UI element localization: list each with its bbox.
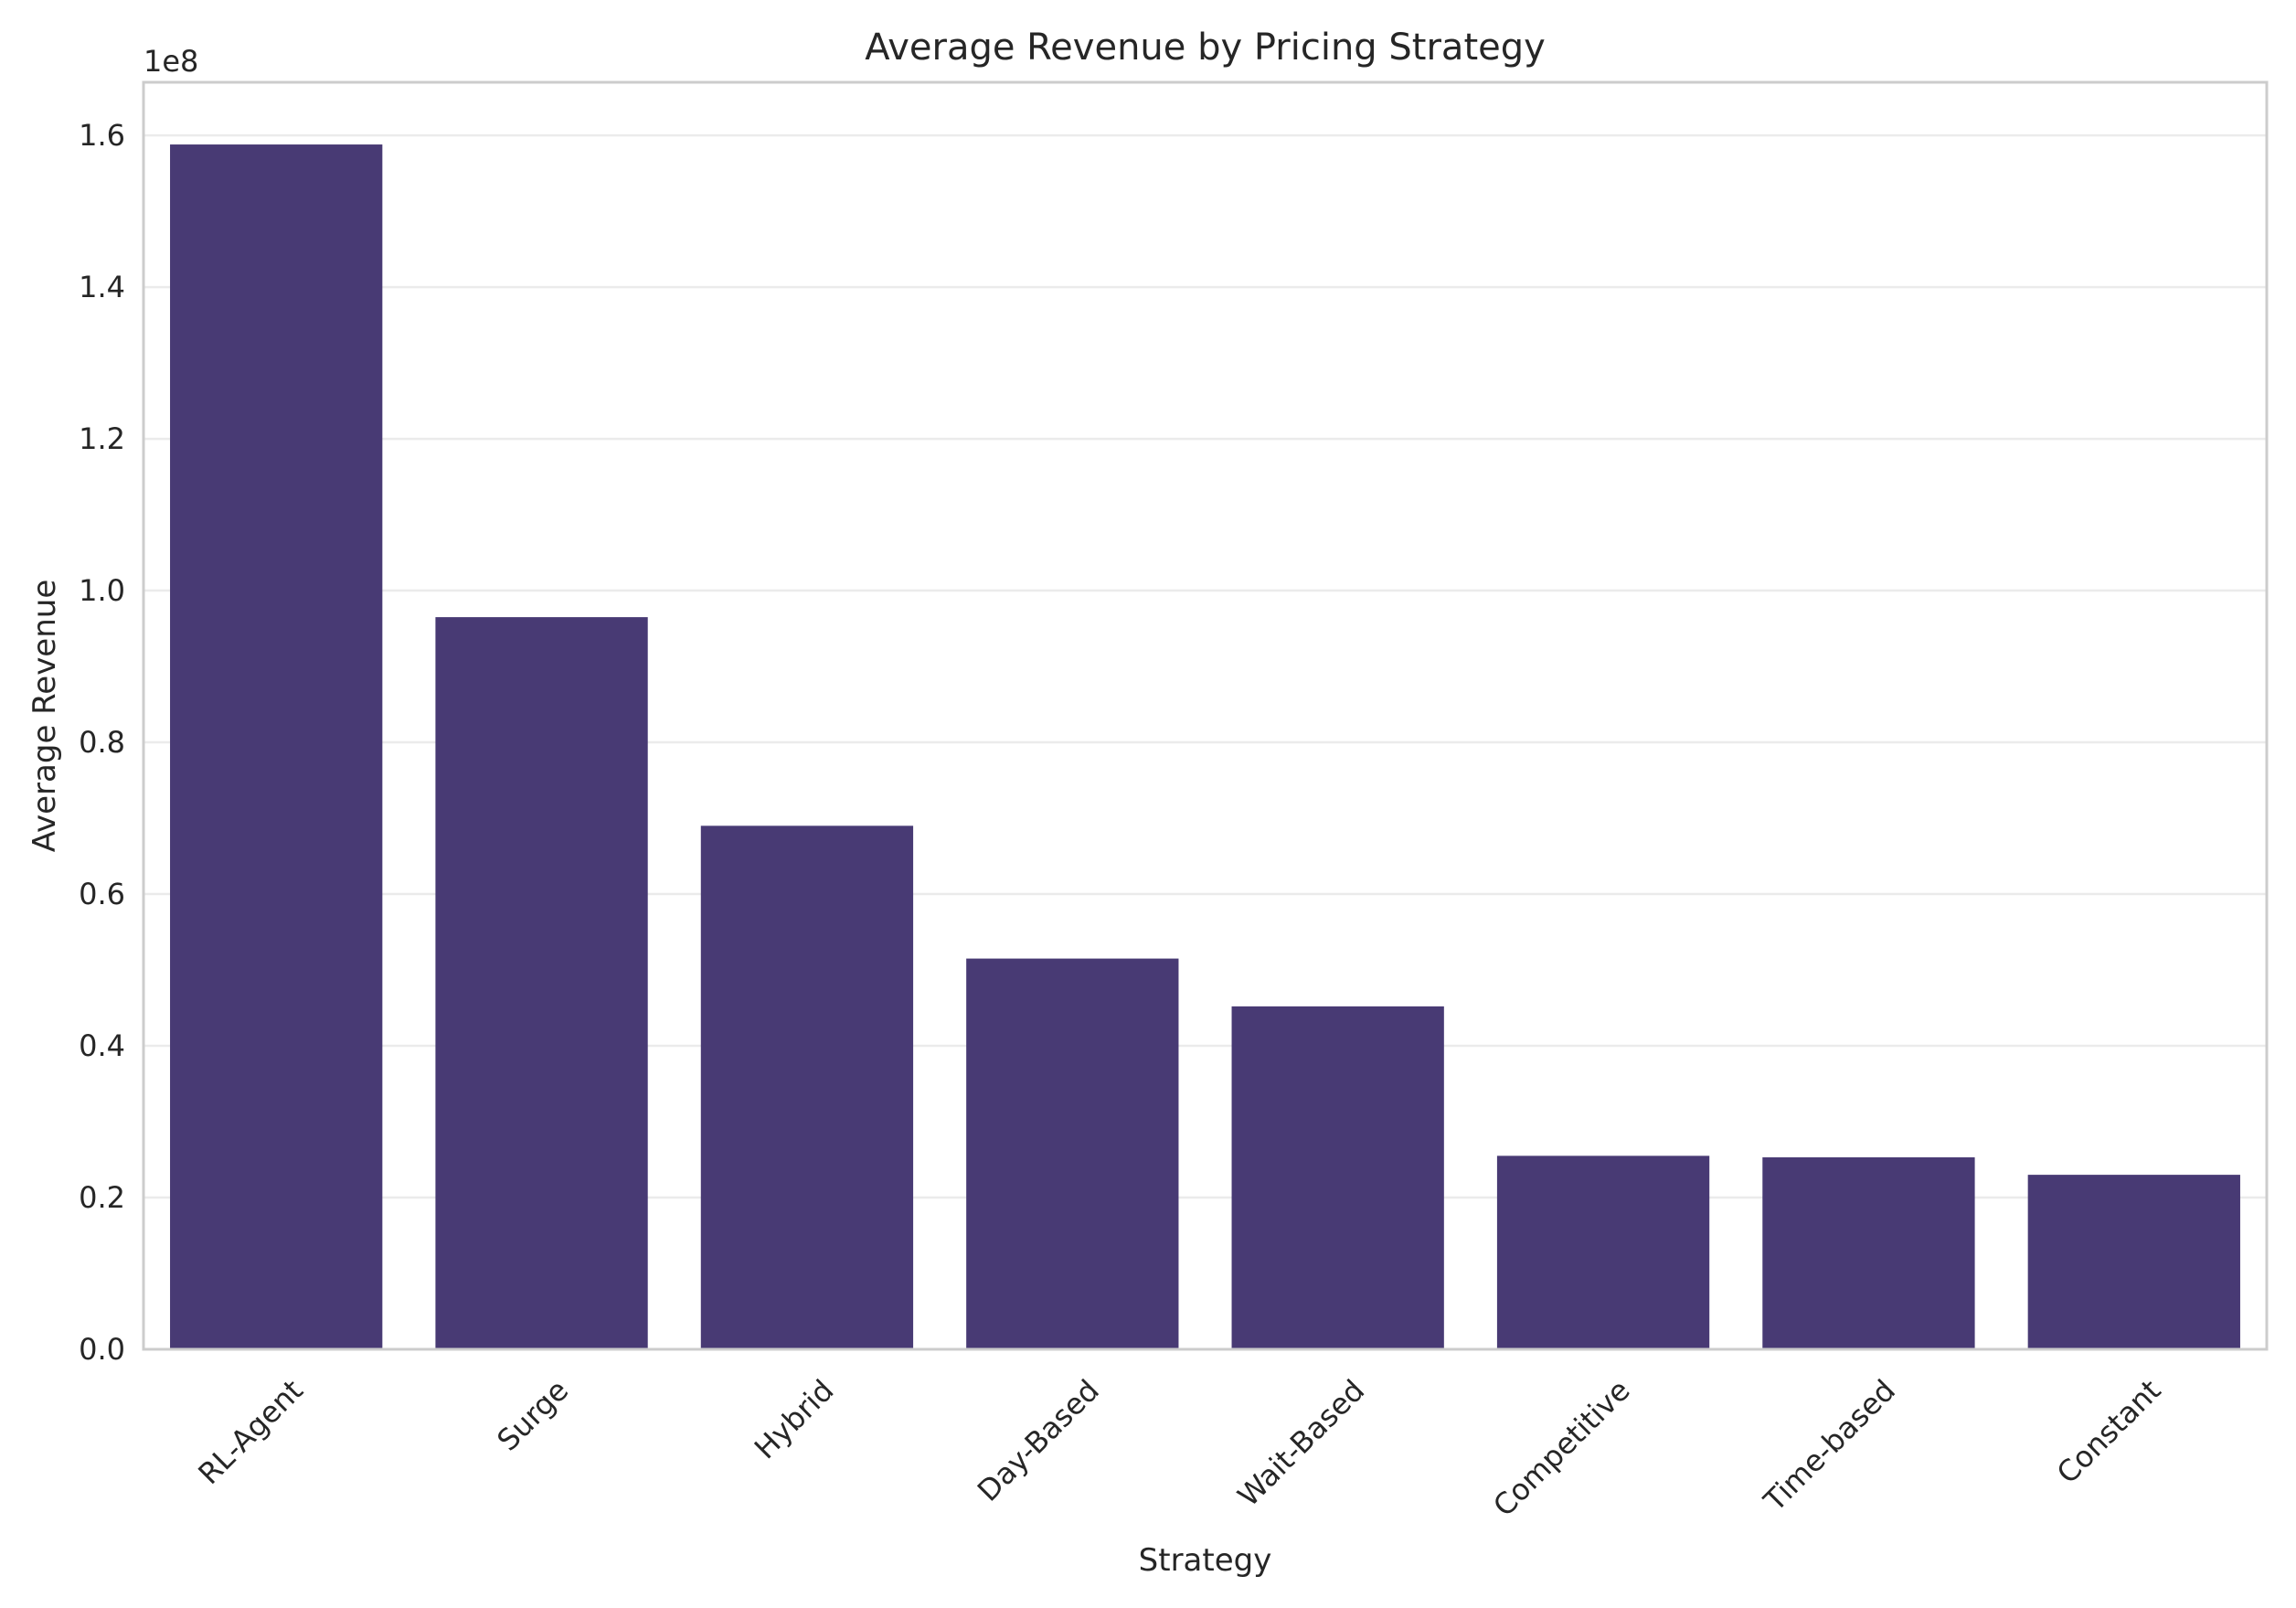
bar-wait-based: [1231, 1006, 1444, 1349]
x-tick-label: Day-Based: [971, 1373, 1106, 1508]
bar-day-based: [966, 958, 1179, 1349]
y-tick-label: 1.6: [79, 118, 125, 153]
x-tick-label: RL-Agent: [191, 1373, 309, 1491]
y-tick-label: 1.0: [79, 573, 125, 608]
y-axis-offset-label: 1e8: [144, 44, 198, 79]
plot-frame: [142, 80, 2269, 1351]
y-tick-label: 0.2: [79, 1180, 125, 1215]
y-tick-label: 1.2: [79, 421, 125, 456]
x-tick-label: Constant: [2050, 1373, 2168, 1491]
y-tick-label: 0.4: [79, 1028, 125, 1063]
bar-competitive: [1496, 1155, 1710, 1349]
y-axis-label: Average Revenue: [27, 580, 63, 853]
y-tick-label: 0.0: [79, 1332, 125, 1367]
y-tick-label: 0.8: [79, 725, 125, 760]
x-tick-labels: RL-Agent Surge Hybrid Day-Based Wait-Based Co…: [191, 1373, 2167, 1523]
x-tick-label: Surge: [490, 1373, 575, 1458]
bar-constant: [2027, 1175, 2240, 1349]
bars: [170, 144, 2240, 1350]
x-tick-label: Competitive: [1486, 1373, 1636, 1523]
y-tick-labels: 0.0 0.2 0.4 0.6 0.8 1.0 1.2 1.4 1.6: [79, 118, 125, 1367]
y-tick-label: 0.6: [79, 877, 125, 911]
y-tick-label: 1.4: [79, 270, 125, 304]
bar-rl-agent: [170, 144, 383, 1350]
x-tick-label: Hybrid: [748, 1373, 841, 1466]
bar-hybrid: [700, 825, 914, 1349]
bar-time-based: [1762, 1157, 1975, 1349]
chart-title: Average Revenue by Pricing Strategy: [865, 27, 1546, 69]
x-tick-label: Time-based: [1757, 1373, 1902, 1518]
bar-surge: [435, 617, 648, 1349]
x-tick-label: Wait-Based: [1231, 1373, 1372, 1514]
x-axis-label: Strategy: [1139, 1542, 1272, 1579]
